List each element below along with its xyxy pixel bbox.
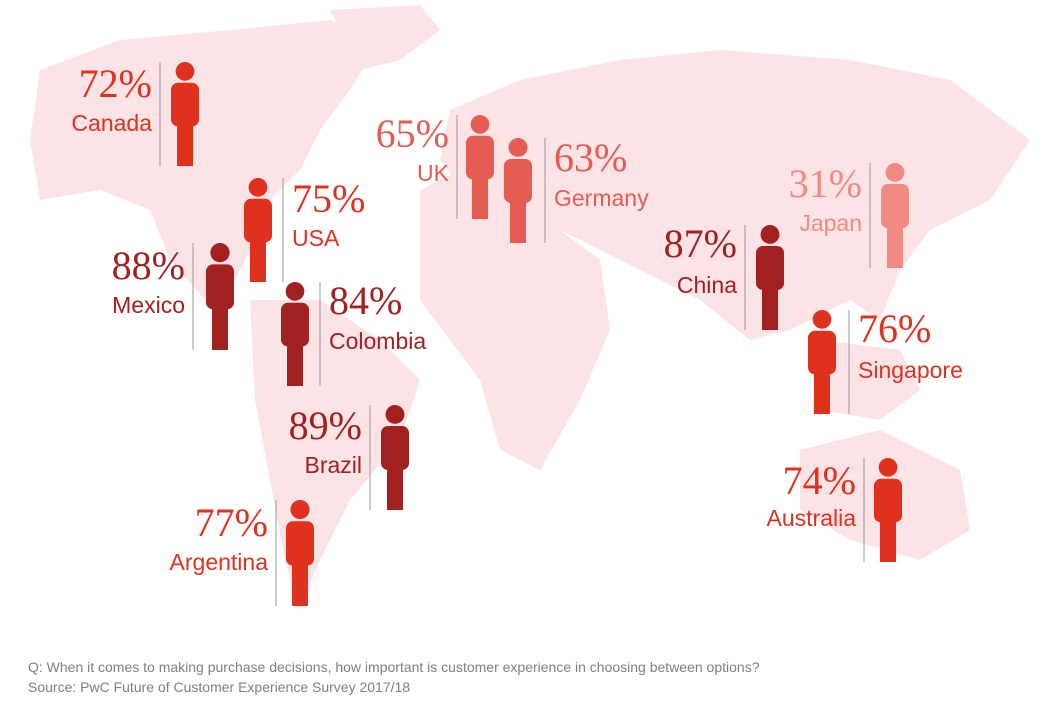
country-name: USA <box>292 225 340 251</box>
person-part <box>290 500 310 520</box>
country-name: Germany <box>554 185 649 211</box>
percentage: 75% <box>292 176 365 221</box>
country-name: Argentina <box>170 549 269 575</box>
person-part <box>387 457 403 510</box>
percentage: 63% <box>554 135 627 180</box>
percentage: 89% <box>289 403 362 448</box>
person-part <box>175 62 195 81</box>
person-part <box>878 458 898 477</box>
person-part <box>210 243 230 263</box>
person-part <box>250 230 266 282</box>
person-part <box>887 215 903 268</box>
person-part <box>212 296 228 350</box>
percentage: 77% <box>195 500 268 545</box>
person-part <box>470 115 490 134</box>
person-part <box>287 334 303 386</box>
percentage: 87% <box>664 221 737 266</box>
country-name: Australia <box>767 505 857 531</box>
percentage: 65% <box>376 111 449 156</box>
percentage: 74% <box>783 458 856 503</box>
person-part <box>292 553 308 606</box>
person-icon <box>206 243 234 350</box>
person-part <box>385 405 405 424</box>
person-part <box>472 167 488 219</box>
percentage: 31% <box>789 161 862 206</box>
country-name: Singapore <box>858 357 963 383</box>
percentage: 76% <box>858 306 931 351</box>
country-name: China <box>677 272 737 298</box>
person-part <box>248 178 268 197</box>
person-icon <box>881 163 909 268</box>
person-icon <box>171 62 199 166</box>
percentage: 84% <box>329 278 402 323</box>
percentage: 72% <box>79 61 152 106</box>
person-part <box>814 362 830 414</box>
person-icon <box>244 178 272 282</box>
person-part <box>880 510 896 562</box>
country-name: Japan <box>799 210 862 236</box>
person-part <box>510 190 526 243</box>
person-icon <box>381 405 409 510</box>
person-icon <box>874 458 902 562</box>
person-icon <box>281 282 309 386</box>
country-name: Colombia <box>329 328 426 354</box>
person-part <box>760 225 780 244</box>
person-part <box>812 310 832 329</box>
world-map <box>30 5 1030 610</box>
person-icon <box>286 500 314 606</box>
country-name: Brazil <box>304 452 362 478</box>
source: Source: PwC Future of Customer Experienc… <box>28 679 410 695</box>
question: Q: When it comes to making purchase deci… <box>28 659 760 675</box>
person-part <box>177 114 193 166</box>
person-icon <box>756 225 784 330</box>
person-icon <box>504 138 532 243</box>
country-name: Mexico <box>112 292 185 318</box>
person-part <box>885 163 905 182</box>
country-name: UK <box>417 160 450 186</box>
percentage: 88% <box>112 243 185 288</box>
person-icon <box>466 115 494 219</box>
country-name: Canada <box>71 110 152 136</box>
person-icon <box>808 310 836 414</box>
person-part <box>285 282 305 301</box>
person-part <box>762 277 778 330</box>
person-part <box>508 138 528 157</box>
